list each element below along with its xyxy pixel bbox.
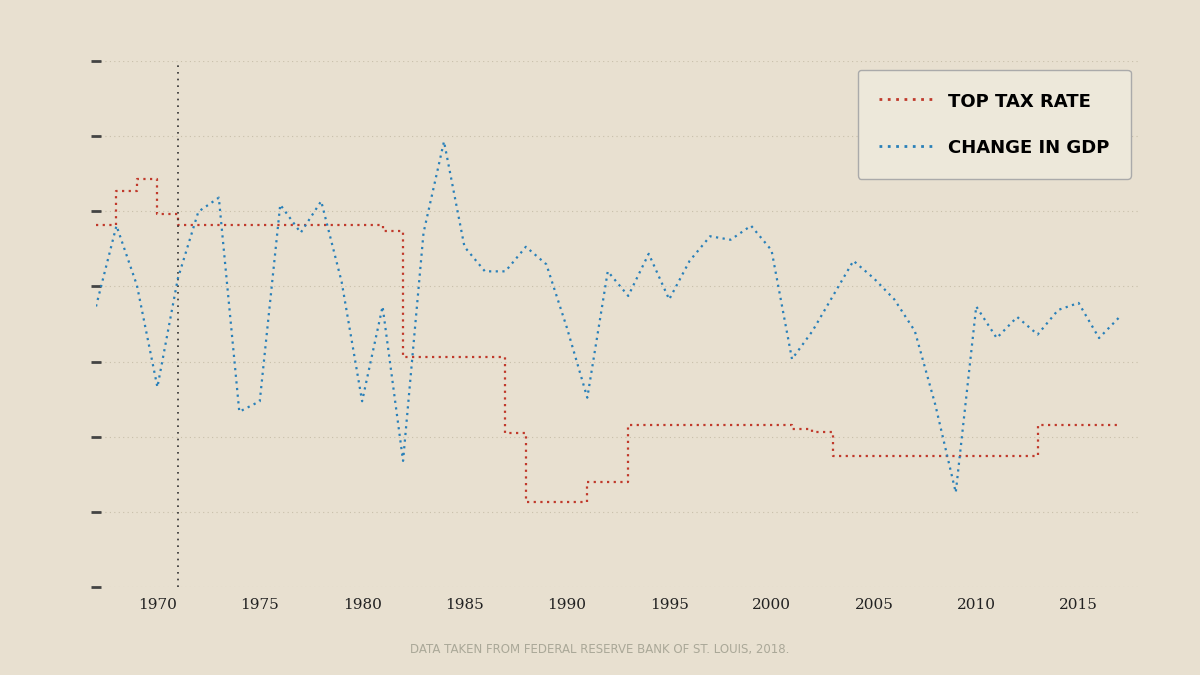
- Text: DATA TAKEN FROM FEDERAL RESERVE BANK OF ST. LOUIS, 2018.: DATA TAKEN FROM FEDERAL RESERVE BANK OF …: [410, 643, 790, 656]
- Legend: TOP TAX RATE, CHANGE IN GDP: TOP TAX RATE, CHANGE IN GDP: [858, 70, 1130, 179]
